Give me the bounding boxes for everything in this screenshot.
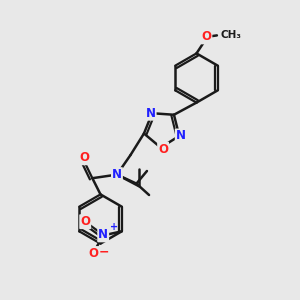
Text: O: O [158,142,168,156]
Text: +: + [110,221,118,232]
Text: N: N [146,107,156,120]
Text: N: N [112,168,122,181]
Text: CH₃: CH₃ [220,30,242,40]
Text: −: − [98,246,109,259]
Text: O: O [88,247,98,260]
Text: O: O [80,215,90,228]
Text: N: N [176,130,186,142]
Text: O: O [79,151,89,164]
Text: O: O [201,30,212,44]
Text: N: N [98,228,108,242]
